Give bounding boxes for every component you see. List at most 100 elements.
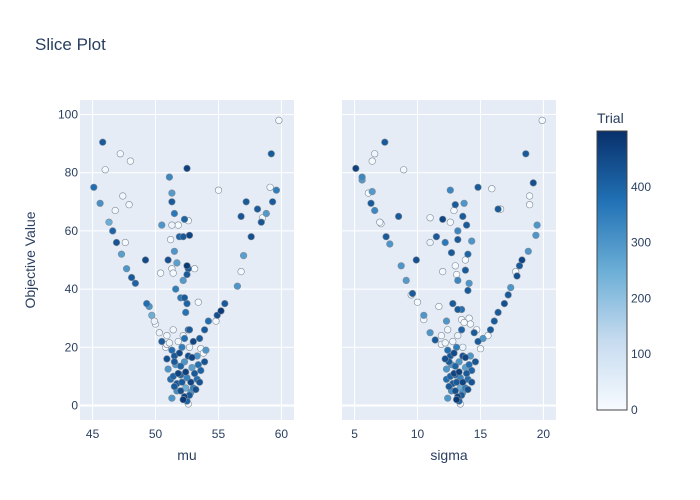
scatter-point[interactable] [168, 394, 176, 402]
scatter-point[interactable] [459, 343, 467, 351]
scatter-point[interactable] [368, 157, 376, 165]
scatter-point[interactable] [112, 238, 121, 247]
scatter-point[interactable] [461, 353, 470, 362]
scatter-point[interactable] [376, 218, 384, 226]
scatter-point[interactable] [257, 218, 265, 226]
scatter-point[interactable] [175, 349, 183, 357]
scatter-point[interactable] [157, 269, 165, 277]
scatter-point[interactable] [179, 276, 187, 285]
scatter-point[interactable] [513, 272, 521, 280]
scatter-point[interactable] [101, 166, 109, 174]
scatter-point[interactable] [446, 218, 454, 226]
scatter-point[interactable] [170, 247, 178, 255]
scatter-point[interactable] [445, 382, 453, 391]
scatter-point[interactable] [441, 339, 449, 347]
scatter-point[interactable] [382, 233, 390, 241]
scatter-point[interactable] [188, 364, 196, 372]
scatter-point[interactable] [180, 294, 189, 302]
scatter-point[interactable] [468, 378, 476, 386]
scatter-point[interactable] [358, 173, 366, 181]
scatter-point[interactable] [470, 329, 478, 337]
scatter-point[interactable] [165, 339, 173, 347]
scatter-point[interactable] [163, 355, 171, 363]
scatter-point[interactable] [450, 206, 458, 215]
scatter-point[interactable] [179, 396, 187, 404]
scatter-point[interactable] [214, 186, 223, 194]
scatter-point[interactable] [180, 334, 189, 343]
scatter-point[interactable] [437, 332, 446, 340]
scatter-point[interactable] [164, 365, 172, 373]
scatter-point[interactable] [109, 227, 117, 235]
scatter-point[interactable] [444, 326, 452, 334]
scatter-point[interactable] [158, 337, 166, 346]
scatter-point[interactable] [164, 256, 172, 264]
scatter-point[interactable] [371, 150, 379, 158]
scatter-point[interactable] [449, 300, 457, 308]
scatter-point[interactable] [272, 186, 281, 194]
scatter-point[interactable] [170, 209, 178, 218]
scatter-point[interactable] [191, 265, 199, 273]
scatter-point[interactable] [247, 233, 255, 241]
scatter-point[interactable] [474, 337, 482, 346]
scatter-point[interactable] [507, 284, 515, 292]
scatter-point[interactable] [125, 201, 133, 209]
scatter-point[interactable] [444, 394, 452, 402]
scatter-point[interactable] [170, 358, 178, 366]
scatter-point[interactable] [441, 355, 449, 363]
scatter-point[interactable] [444, 346, 452, 354]
scatter-point[interactable] [180, 215, 189, 223]
scatter-point[interactable] [253, 205, 262, 213]
scatter-point[interactable] [524, 247, 532, 255]
scatter-point[interactable] [183, 164, 191, 172]
scatter-point[interactable] [168, 189, 176, 197]
scatter-point[interactable] [169, 326, 177, 334]
scatter-point[interactable] [168, 198, 176, 206]
scatter-point[interactable] [201, 326, 209, 334]
scatter-point[interactable] [122, 265, 131, 273]
scatter-point[interactable] [465, 361, 473, 369]
scatter-point[interactable] [464, 385, 472, 394]
scatter-point[interactable] [367, 199, 375, 207]
scatter-point[interactable] [221, 300, 229, 308]
scatter-point[interactable] [454, 236, 462, 244]
scatter-point[interactable] [500, 300, 509, 308]
scatter-point[interactable] [451, 201, 459, 209]
scatter-point[interactable] [490, 317, 498, 325]
scatter-point[interactable] [174, 337, 182, 346]
scatter-point[interactable] [454, 332, 462, 340]
scatter-point[interactable] [266, 183, 274, 191]
scatter-point[interactable] [177, 387, 185, 395]
scatter-point[interactable] [426, 238, 434, 247]
scatter-point[interactable] [464, 250, 472, 258]
scatter-point[interactable] [412, 256, 420, 264]
scatter-point[interactable] [172, 285, 180, 293]
scatter-point[interactable] [465, 279, 473, 287]
scatter-point[interactable] [99, 138, 107, 146]
scatter-point[interactable] [237, 212, 245, 220]
scatter-point[interactable] [212, 317, 220, 325]
scatter-point[interactable] [105, 218, 113, 226]
scatter-point[interactable] [128, 273, 136, 282]
scatter-point[interactable] [183, 270, 191, 279]
scatter-point[interactable] [518, 256, 526, 264]
scatter-point[interactable] [178, 378, 186, 386]
scatter-point[interactable] [185, 231, 194, 239]
scatter-point[interactable] [442, 365, 451, 373]
scatter-point[interactable] [453, 343, 461, 351]
scatter-point[interactable] [533, 221, 541, 229]
scatter-point[interactable] [143, 300, 151, 308]
scatter-point[interactable] [177, 362, 185, 370]
scatter-point[interactable] [368, 188, 376, 196]
scatter-point[interactable] [131, 279, 139, 287]
scatter-point[interactable] [174, 369, 182, 378]
scatter-point[interactable] [217, 307, 225, 315]
scatter-point[interactable] [460, 199, 468, 207]
scatter-point[interactable] [111, 206, 119, 215]
scatter-point[interactable] [402, 276, 410, 285]
scatter-point[interactable] [163, 332, 171, 340]
scatter-point[interactable] [165, 173, 173, 181]
scatter-point[interactable] [158, 221, 166, 229]
scatter-point[interactable] [454, 305, 462, 314]
scatter-point[interactable] [185, 343, 194, 351]
scatter-point[interactable] [116, 150, 124, 158]
